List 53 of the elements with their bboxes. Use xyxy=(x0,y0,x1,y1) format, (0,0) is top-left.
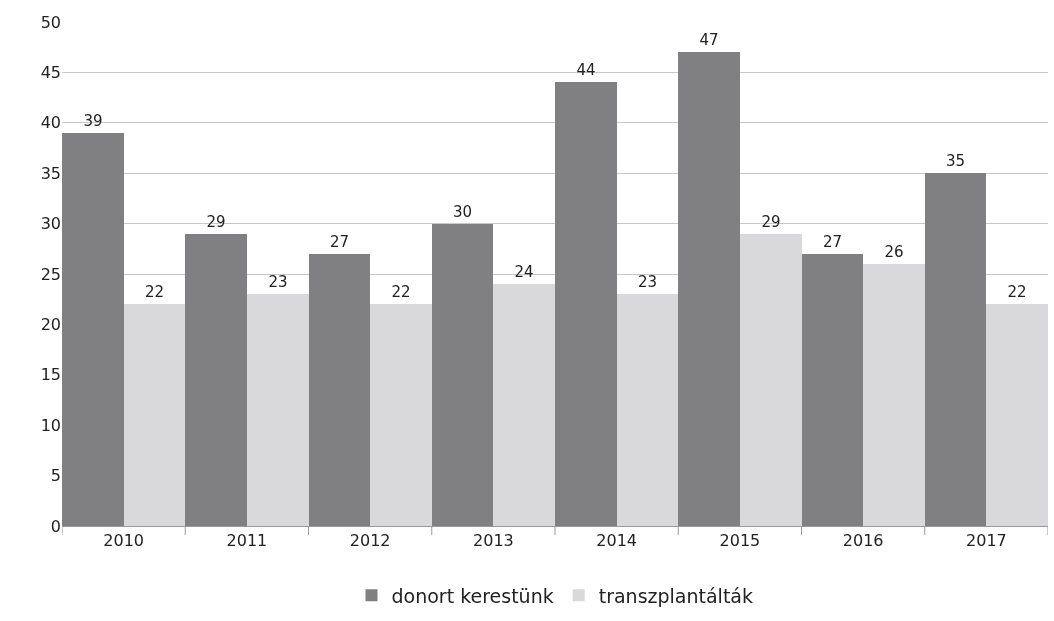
y-tick-label: 0 xyxy=(50,516,61,536)
data-label: 23 xyxy=(268,273,288,291)
data-label: 27 xyxy=(329,233,350,251)
x-tick-label: 2013 xyxy=(473,531,514,551)
x-tick-label: 2014 xyxy=(596,531,637,551)
bar xyxy=(247,294,309,526)
data-label: 29 xyxy=(761,213,781,231)
data-label: 26 xyxy=(884,243,904,261)
bar xyxy=(678,52,740,526)
y-tick-label: 20 xyxy=(40,315,61,334)
y-tick-label: 5 xyxy=(50,466,61,486)
legend-label: transzplantálták xyxy=(598,584,753,607)
y-tick-label: 25 xyxy=(40,264,61,284)
data-label: 30 xyxy=(452,203,473,221)
bar xyxy=(617,294,678,526)
bar xyxy=(802,254,863,526)
y-tick-label: 35 xyxy=(40,163,61,183)
bar xyxy=(925,173,986,526)
data-label: 44 xyxy=(576,61,596,79)
x-tick-label: 2017 xyxy=(966,531,1007,551)
bar xyxy=(185,234,247,526)
y-tick-label: 50 xyxy=(40,12,61,32)
data-label: 22 xyxy=(144,283,165,301)
y-tick-label: 40 xyxy=(40,113,61,133)
bar xyxy=(309,254,370,526)
x-tick-label: 2010 xyxy=(103,531,144,551)
data-label: 29 xyxy=(206,213,226,231)
legend-label: donort kerestünk xyxy=(391,584,554,607)
bar xyxy=(124,304,185,526)
bar xyxy=(863,264,925,526)
data-label: 47 xyxy=(699,31,719,49)
bar xyxy=(555,82,617,526)
y-tick-label: 10 xyxy=(40,415,61,435)
y-tick-label: 30 xyxy=(40,214,61,234)
x-tick-label: 2012 xyxy=(349,531,391,551)
bar xyxy=(493,284,555,526)
data-label: 24 xyxy=(514,263,534,281)
y-tick-label: 15 xyxy=(40,365,61,385)
x-tick-label: 2015 xyxy=(719,531,761,551)
data-label: 35 xyxy=(945,152,966,170)
bar xyxy=(432,224,493,526)
x-tick-label: 2016 xyxy=(842,531,884,551)
bar xyxy=(62,133,124,526)
x-tick-label: 2011 xyxy=(226,531,268,551)
data-label: 27 xyxy=(822,233,843,251)
bar xyxy=(370,304,432,526)
data-label: 22 xyxy=(1007,283,1027,301)
bar xyxy=(740,234,802,526)
y-tick-label: 45 xyxy=(40,63,61,82)
data-label: 23 xyxy=(637,273,658,291)
data-label: 39 xyxy=(83,112,103,130)
bar xyxy=(986,304,1048,526)
data-label: 22 xyxy=(391,283,411,301)
